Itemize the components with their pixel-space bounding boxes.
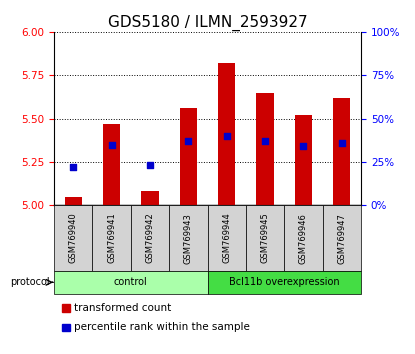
Point bbox=[223, 133, 230, 139]
Text: GSM769941: GSM769941 bbox=[107, 213, 116, 263]
Bar bbox=[103, 124, 120, 205]
Point bbox=[262, 138, 269, 144]
Text: GSM769947: GSM769947 bbox=[337, 213, 347, 263]
Point bbox=[185, 138, 192, 144]
Bar bbox=[180, 108, 197, 205]
Text: GSM769942: GSM769942 bbox=[145, 213, 154, 263]
Text: Bcl11b overexpression: Bcl11b overexpression bbox=[229, 277, 339, 287]
Bar bbox=[333, 98, 351, 205]
Bar bbox=[295, 115, 312, 205]
Text: transformed count: transformed count bbox=[74, 303, 171, 313]
Text: GSM769943: GSM769943 bbox=[184, 213, 193, 263]
Title: GDS5180 / ILMN_2593927: GDS5180 / ILMN_2593927 bbox=[107, 14, 308, 30]
Point bbox=[339, 140, 345, 146]
Point bbox=[300, 143, 307, 149]
Text: control: control bbox=[114, 277, 148, 287]
Text: GSM769946: GSM769946 bbox=[299, 213, 308, 263]
Bar bbox=[218, 63, 235, 205]
Text: GSM769940: GSM769940 bbox=[68, 213, 78, 263]
Bar bbox=[64, 196, 82, 205]
Text: GSM769945: GSM769945 bbox=[261, 213, 270, 263]
Bar bbox=[141, 192, 159, 205]
Point bbox=[108, 142, 115, 148]
Point bbox=[146, 162, 153, 168]
Text: percentile rank within the sample: percentile rank within the sample bbox=[74, 322, 250, 332]
Text: GSM769944: GSM769944 bbox=[222, 213, 231, 263]
Text: protocol: protocol bbox=[10, 277, 50, 287]
Point bbox=[70, 164, 76, 170]
Bar bbox=[256, 92, 274, 205]
